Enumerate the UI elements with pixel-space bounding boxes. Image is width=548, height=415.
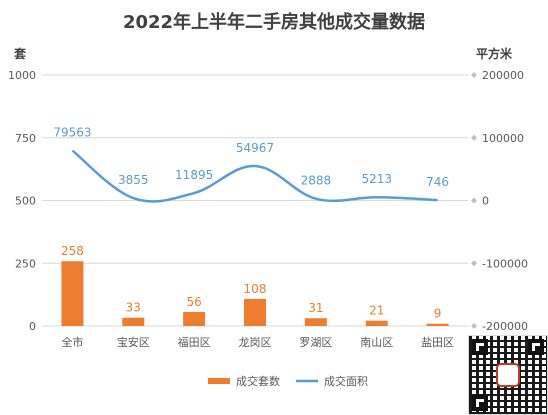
left-tick-label: 750	[15, 132, 36, 145]
bar	[61, 261, 84, 326]
chart-title: 2022年上半年二手房其他成交量数据	[122, 12, 426, 33]
legend-label-bar: 成交套数	[236, 374, 280, 388]
category-label: 福田区	[178, 335, 211, 349]
bar	[122, 317, 145, 326]
qr-code	[468, 335, 548, 415]
left-tick-label: 500	[15, 195, 36, 208]
qr-finder-bottom-left	[472, 395, 488, 411]
bar-data-label: 258	[61, 244, 84, 258]
category-label: 龙岗区	[239, 336, 272, 349]
left-axis-unit: 套	[13, 46, 27, 61]
qr-logo	[496, 363, 520, 387]
right-tick-marker	[471, 323, 477, 329]
bar-data-label: 108	[244, 282, 267, 296]
category-label: 全市	[61, 335, 83, 349]
bar	[244, 298, 266, 326]
right-tick-label: -200000	[482, 320, 528, 333]
line-data-label: 11895	[175, 168, 213, 182]
right-tick-label: 100000	[482, 132, 524, 145]
right-tick-label: 200000	[482, 69, 524, 82]
line-data-label: 5213	[361, 172, 392, 186]
line-data-label: 54967	[236, 141, 274, 155]
bar-data-label: 21	[369, 304, 384, 318]
qr-finder-top-right	[528, 339, 544, 355]
bar	[426, 323, 449, 326]
area-line	[71, 149, 438, 203]
right-tick-marker	[471, 134, 477, 141]
right-axis-unit: 平方米	[476, 46, 513, 61]
line-data-label: 2888	[301, 174, 332, 188]
qr-finder-top-left	[472, 339, 488, 355]
bar-data-label: 56	[187, 295, 202, 309]
legend-swatch-bar	[208, 378, 230, 384]
right-tick-marker	[471, 260, 477, 267]
bar-data-label: 33	[126, 301, 141, 315]
right-tick-marker	[471, 197, 477, 204]
bar-data-label: 31	[308, 301, 323, 315]
legend-label-line: 成交面积	[324, 374, 368, 388]
bar-data-label: 9	[434, 307, 442, 321]
line-data-label: 746	[426, 175, 449, 189]
line-data-label: 3855	[118, 173, 149, 187]
right-tick-label: -100000	[482, 257, 528, 270]
category-label: 盐田区	[421, 336, 454, 349]
left-tick-label: 1000	[8, 69, 36, 82]
bar	[365, 320, 388, 326]
category-label: 罗湖区	[299, 336, 332, 349]
category-label: 宝安区	[117, 335, 150, 349]
bar	[304, 318, 327, 326]
category-label: 南山区	[360, 336, 393, 349]
left-tick-label: 250	[15, 257, 36, 270]
left-tick-label: 0	[29, 320, 36, 333]
right-tick-marker	[471, 72, 477, 78]
line-data-label: 79563	[53, 126, 91, 140]
right-tick-label: 0	[482, 195, 489, 208]
bar	[183, 311, 206, 326]
